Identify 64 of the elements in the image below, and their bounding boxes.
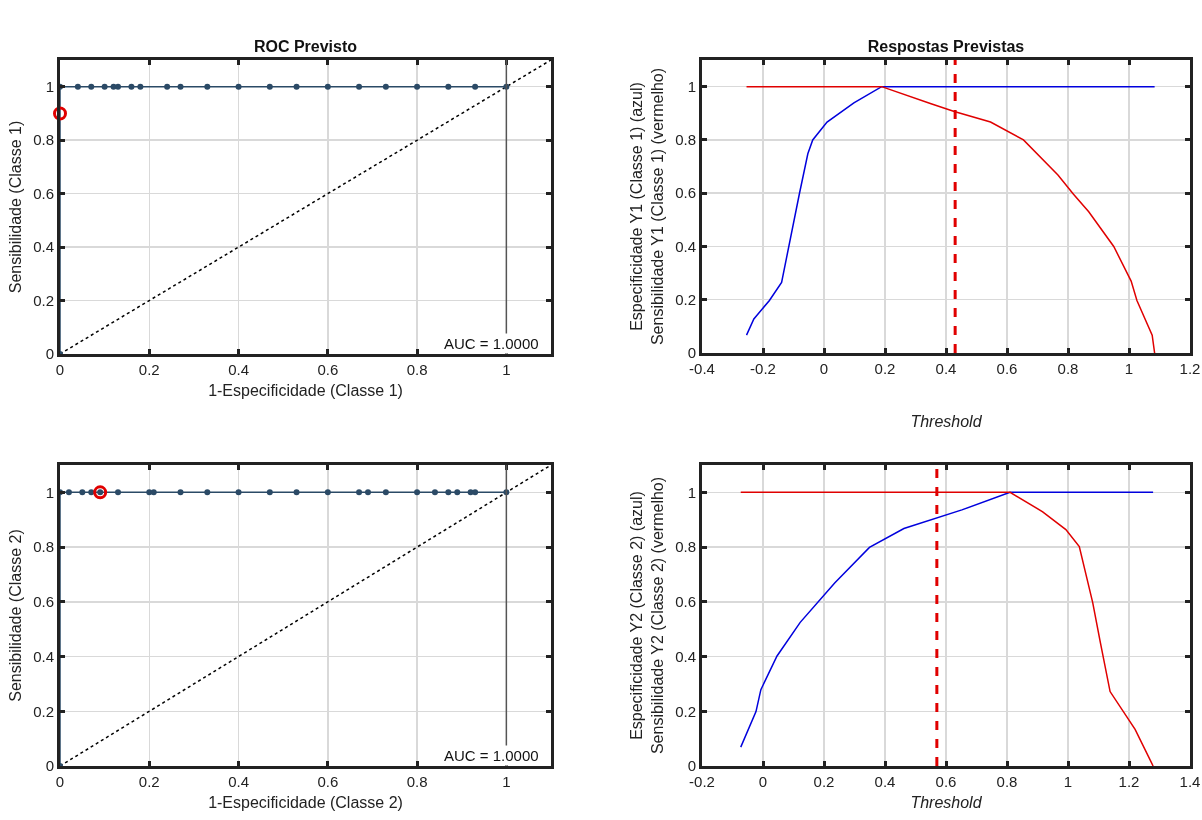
chart-title: Respostas Previstas (867, 38, 1025, 55)
y-tick-label: 0 (687, 757, 696, 775)
x-tick-label: 1 (1063, 773, 1073, 790)
x-tick-label: -0.2 (689, 773, 715, 790)
y-tick-label: 0.2 (675, 702, 696, 720)
x-axis-title: Threshold (910, 793, 983, 811)
y-axis-title: Especificidade Y1 (Classe 1) (azul) Sensibilidade Y1 (Classe 1) (vermelho) (628, 67, 667, 346)
y-tick-label: 0.8 (33, 538, 54, 556)
x-tick-label: 0.4 (228, 773, 249, 790)
x-tick-label: 0.2 (138, 361, 160, 378)
chart-title: ROC Previsto (253, 38, 358, 55)
y-tick-label: 0.4 (33, 238, 54, 256)
x-tick-label: 1 (502, 773, 511, 790)
y-tick-label: 1 (45, 77, 54, 95)
y-tick-label: 0.4 (675, 647, 696, 665)
y-tick-label: 0 (45, 345, 54, 363)
annotation: AUC = 1.0000 (444, 747, 539, 764)
x-tick-label: 1 (502, 361, 511, 378)
y-tick-label: 0.8 (675, 131, 696, 149)
x-tick-label: 0.4 (228, 361, 249, 378)
y-tick-label: 0 (45, 757, 54, 775)
y-tick-label: 0.2 (33, 702, 54, 720)
x-tick-label: 1.2 (1179, 360, 1201, 377)
y-tick-label: 0 (687, 344, 696, 362)
y-tick-label: 1 (687, 77, 696, 95)
y-tick-label: 0.8 (33, 131, 54, 149)
x-tick-label: 0.4 (935, 360, 957, 377)
x-tick-label: 1 (1124, 360, 1134, 377)
x-axis-title: 1-Especificidade (Classe 2) (208, 793, 403, 811)
y-axis-title: Sensibilidade (Classe 2) (7, 529, 25, 702)
y-tick-label: 1 (45, 483, 54, 501)
y-tick-label: 0.2 (675, 290, 696, 308)
x-tick-label: 0.2 (138, 773, 160, 790)
y-tick-label: 0.4 (33, 647, 54, 665)
x-tick-label: 0.8 (1057, 360, 1079, 377)
y-tick-label: 0.6 (33, 593, 54, 611)
y-tick-label: 0.8 (675, 538, 696, 556)
y-axis-title: Sensibilidade (Classe 1) (7, 120, 25, 294)
x-tick-label: 0.8 (406, 361, 428, 378)
x-tick-label: -0.2 (750, 360, 776, 377)
x-tick-label: 1.2 (1118, 773, 1140, 790)
x-tick-label: 0.2 (874, 360, 896, 377)
x-axis-title: Threshold (910, 412, 983, 430)
y-tick-label: 0.6 (33, 184, 54, 202)
x-tick-label: 0.6 (317, 773, 339, 790)
x-tick-label: 0.6 (317, 361, 339, 378)
y-tick-label: 1 (687, 483, 696, 501)
x-tick-label: 0.8 (406, 773, 428, 790)
x-tick-label: 0.4 (874, 773, 896, 790)
y-tick-label: 0.4 (675, 237, 696, 255)
y-axis-title: Especificidade Y2 (Classe 2) (azul) Sensibilidade Y2 (Classe 2) (vermelho) (628, 476, 667, 755)
y-tick-label: 0.6 (675, 593, 696, 611)
x-tick-label: 1.4 (1179, 773, 1201, 790)
annotation: AUC = 1.0000 (444, 335, 539, 352)
x-tick-label: -0.4 (689, 360, 715, 377)
x-tick-label: 0 (758, 773, 768, 790)
x-tick-label: 0.8 (996, 773, 1018, 790)
x-tick-label: 0.2 (813, 773, 835, 790)
y-tick-label: 0.6 (675, 184, 696, 202)
x-tick-label: 0 (819, 360, 829, 377)
x-tick-label: 0.6 (935, 773, 957, 790)
y-tick-label: 0.2 (33, 291, 54, 309)
x-tick-label: 0.6 (996, 360, 1018, 377)
x-axis-title: 1-Especificidade (Classe 1) (208, 381, 403, 399)
